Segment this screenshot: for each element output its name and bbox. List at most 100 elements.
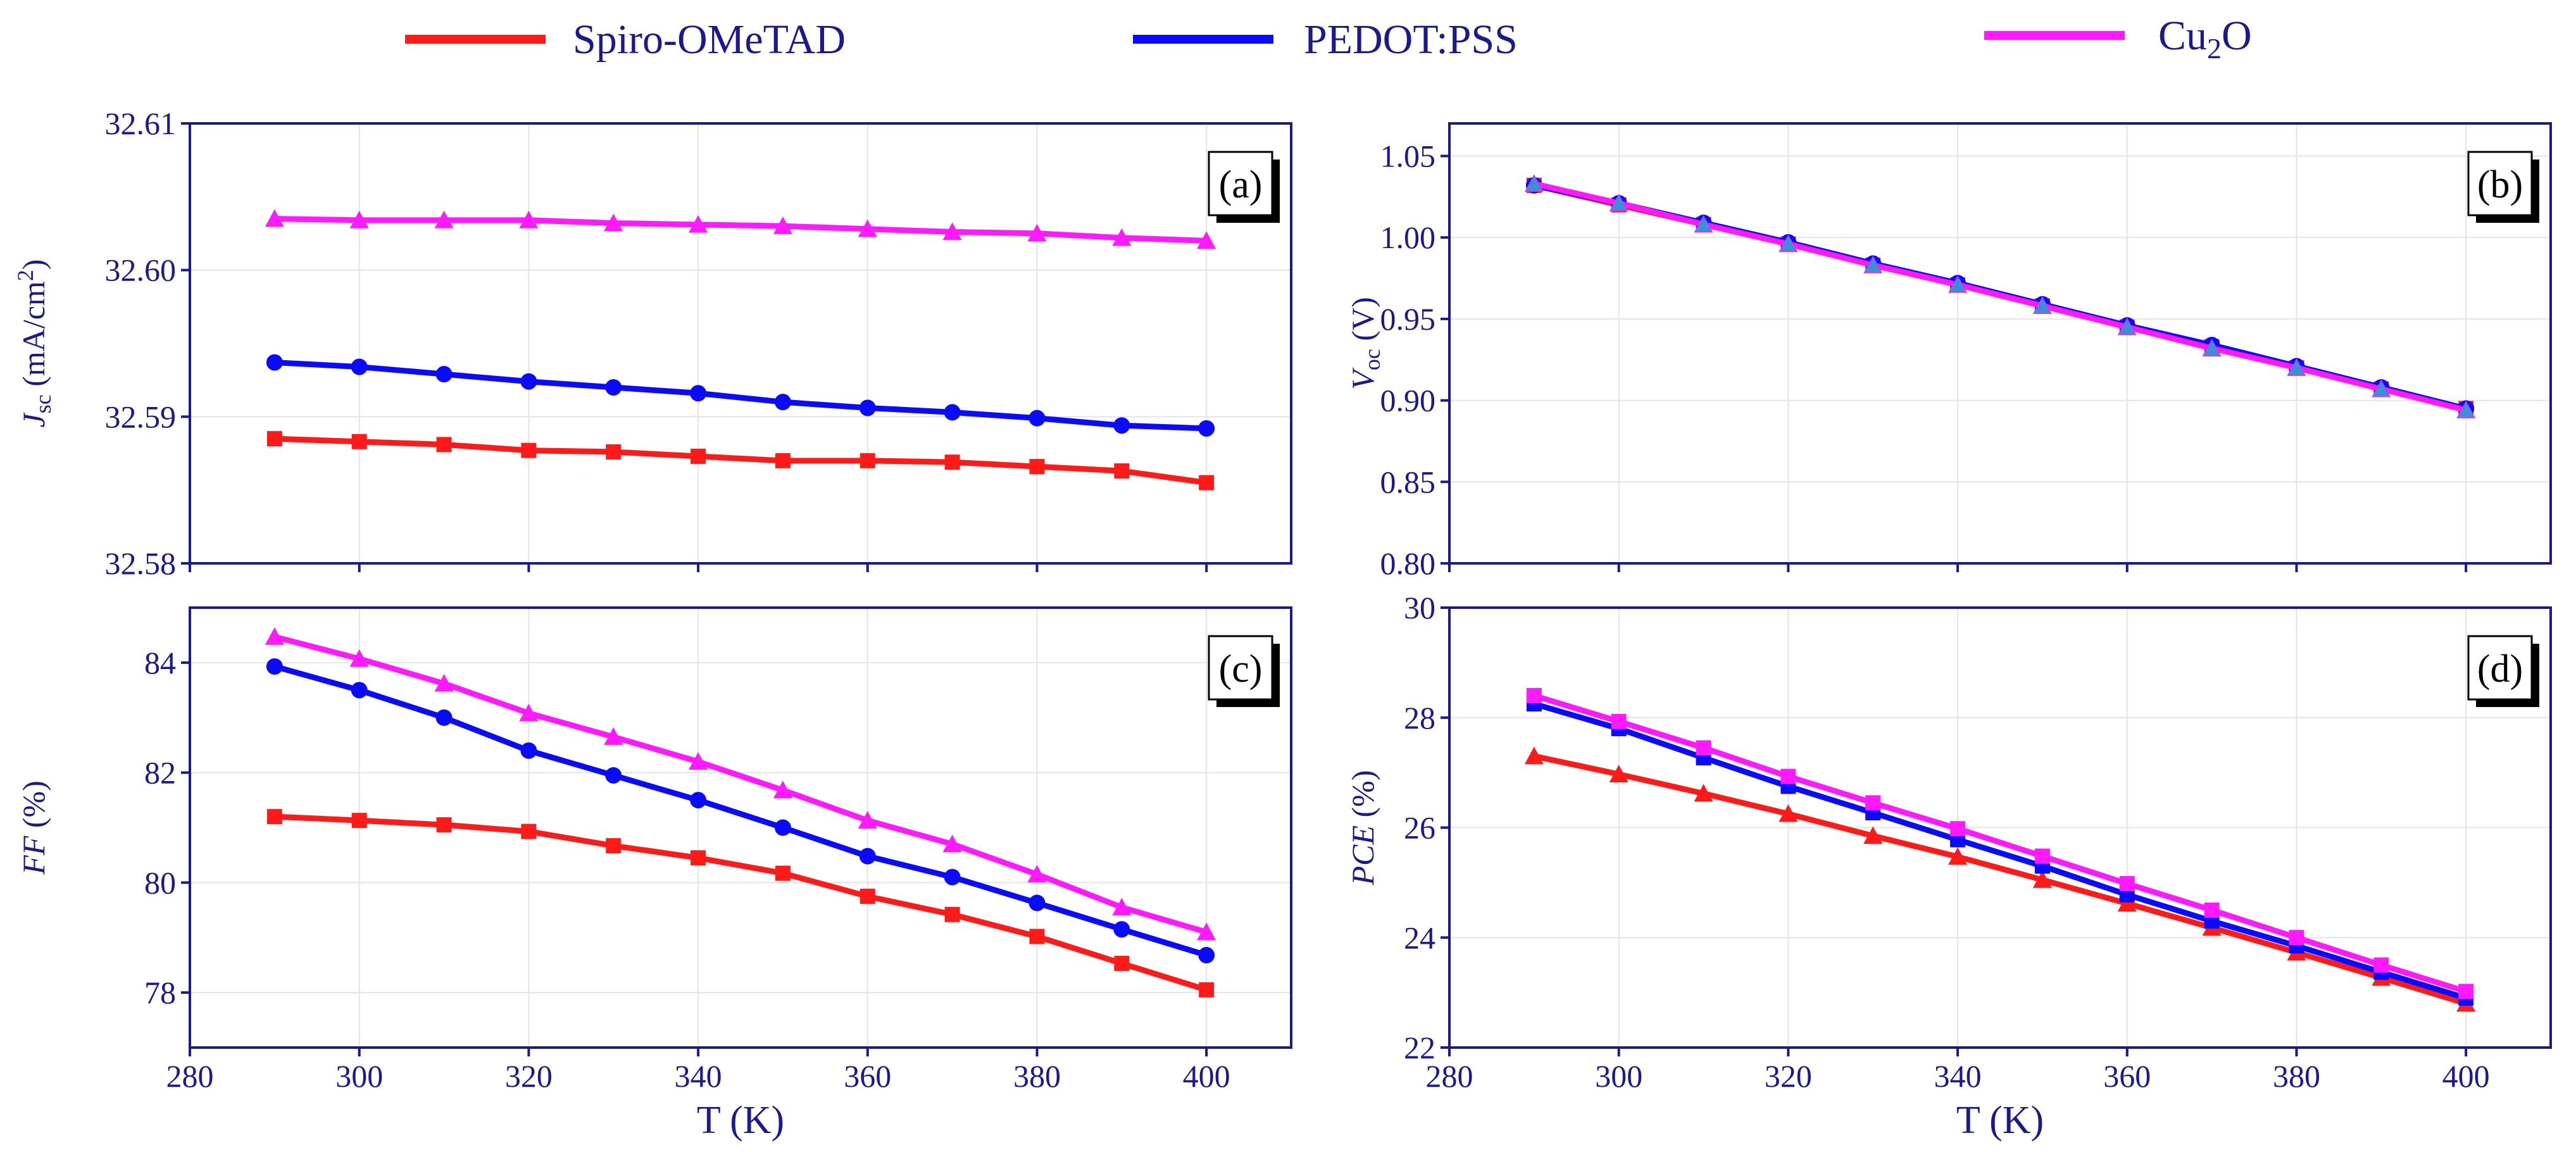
panel-d: 22 24 26 28 30 280 300 320 340 360 380 400 T (K) PCE … [1345, 590, 2552, 1142]
x-tick-label: 300 [1595, 1058, 1642, 1094]
data-point-cu2o [1526, 688, 1542, 703]
y-axis-title-main: V [1345, 367, 1380, 390]
data-point-pedot-pss [266, 658, 283, 675]
legend: Spiro-OMeTAD PEDOT:PSS Cu2O [405, 13, 2252, 65]
data-point-cu2o [689, 215, 708, 233]
data-point-pedot-pss [520, 373, 537, 390]
data-point-cu2o [2034, 848, 2050, 864]
data-point-pedot-pss [859, 848, 876, 865]
y-tick-label: 82 [144, 755, 176, 791]
data-point-spiro-ometad [1948, 847, 1968, 865]
series-line-cu2o [273, 634, 1208, 935]
data-point-spiro-ometad [1779, 804, 1798, 822]
data-point-cu2o [434, 673, 454, 692]
series-line-pedot-pss [1533, 701, 2467, 1001]
data-point-cu2o [1611, 713, 1627, 729]
data-point-spiro-ometad [2032, 870, 2052, 888]
data-point-cu2o [1865, 795, 1881, 811]
y-axis-title-close: ) [16, 260, 51, 270]
legend-item-spiro: Spiro-OMeTAD [405, 16, 846, 63]
data-point-pedot-pss [520, 742, 537, 759]
data-point-spiro-ometad [691, 448, 706, 464]
y-axis-title: FF (%) [16, 780, 51, 875]
data-point-pedot-pss [1029, 894, 1046, 911]
y-axis-title-sub: oc [1360, 349, 1385, 370]
data-point-overlay [1610, 195, 1627, 211]
x-tick-label: 320 [1765, 1058, 1812, 1094]
data-point-pedot-pss [435, 366, 453, 383]
data-point-pedot-pss [690, 385, 707, 402]
x-tick-label: 400 [2442, 1058, 2490, 1094]
y-axis-title-unit: (V) [1345, 297, 1380, 349]
legend-label-spiro: Spiro-OMeTAD [573, 16, 846, 63]
x-tick-label: 380 [1013, 1058, 1061, 1094]
data-point-cu2o [2458, 984, 2474, 999]
data-point-cu2o [942, 222, 962, 241]
data-point-cu2o [604, 213, 623, 232]
panel-label-box [1208, 635, 1273, 701]
data-point-spiro-ometad [436, 437, 452, 453]
data-point-pedot-pss [1029, 410, 1046, 427]
x-tick-label: 340 [1934, 1058, 1982, 1094]
legend-item-cu2o: Cu2O [1984, 13, 2252, 65]
data-point-cu2o [519, 210, 539, 229]
data-point-spiro-ometad [266, 809, 282, 825]
y-tick-label: 24 [1404, 920, 1435, 955]
data-point-spiro-ometad [1199, 982, 1215, 998]
series-line-spiro-ometad [1533, 753, 2467, 1006]
data-point-overlay [2203, 340, 2220, 356]
data-point-cu2o [2373, 957, 2389, 973]
y-tick-label: 0.95 [1380, 301, 1436, 337]
y-tick-label: 30 [1404, 590, 1435, 625]
panel-label-box [2467, 635, 2533, 701]
data-point-spiro-ometad [775, 453, 791, 468]
x-tick-label: 300 [335, 1058, 383, 1094]
x-tick-label: 400 [1183, 1058, 1230, 1094]
y-axis-title-main: FF [16, 836, 51, 875]
x-tick-label: 360 [2103, 1058, 2151, 1094]
data-point-overlay [1780, 235, 1797, 251]
data-point-pedot-pss [435, 709, 453, 726]
y-axis-title-unit: (%) [16, 780, 51, 836]
data-point-cu2o [773, 216, 792, 234]
x-tick-label: 280 [1426, 1058, 1473, 1094]
y-tick-label: 84 [144, 645, 176, 680]
data-point-overlay [2118, 318, 2135, 334]
data-point-pedot-pss [774, 394, 791, 411]
data-point-cu2o [1112, 898, 1132, 916]
series-line-pedot-pss [273, 663, 1208, 958]
data-point-spiro-ometad [1029, 929, 1045, 944]
data-point-spiro-ometad [775, 865, 791, 881]
data-point-spiro-ometad [1609, 765, 1629, 782]
y-tick-label: 22 [1404, 1030, 1435, 1065]
data-point-spiro-ometad [1199, 475, 1215, 491]
data-point-pedot-pss [351, 358, 368, 375]
panel-label-box [2467, 151, 2533, 216]
x-axis-title: T (K) [1956, 1099, 2044, 1142]
y-tick-label: 32.60 [105, 253, 177, 288]
x-tick-label: 340 [675, 1058, 722, 1094]
y-axis-title: Jsc (mA/cm2) [13, 260, 56, 428]
panel-label: (d) [2477, 648, 2523, 691]
data-point-cu2o [1112, 228, 1132, 246]
x-tick-label: 280 [166, 1058, 214, 1094]
y-tick-label: 0.80 [1380, 546, 1436, 581]
data-point-cu2o [434, 210, 454, 229]
panel-c: 78 80 82 84 280 300 320 340 360 380 400 T (K) FF (%)… [16, 606, 1292, 1142]
data-point-cu2o [1950, 821, 1966, 837]
panel-a: 32.58 32.59 32.60 32.61 Jsc (mA/cm2) (a) [13, 106, 1292, 581]
panel-label: (a) [1219, 163, 1263, 206]
y-tick-label: 80 [144, 865, 176, 900]
x-tick-label: 360 [844, 1058, 891, 1094]
data-point-spiro-ometad [1524, 746, 1544, 765]
data-point-cu2o [265, 627, 284, 645]
data-point-overlay [1525, 175, 1542, 191]
y-axis-title-unit: (mA/cm [16, 281, 51, 394]
data-point-pedot-pss [1198, 947, 1215, 964]
y-axis-title-sup: 2 [13, 270, 38, 281]
y-tick-label: 0.90 [1380, 383, 1436, 418]
data-point-pedot-pss [351, 682, 368, 699]
data-point-cu2o [773, 780, 792, 799]
legend-label-cu2o: Cu2O [2158, 13, 2252, 65]
